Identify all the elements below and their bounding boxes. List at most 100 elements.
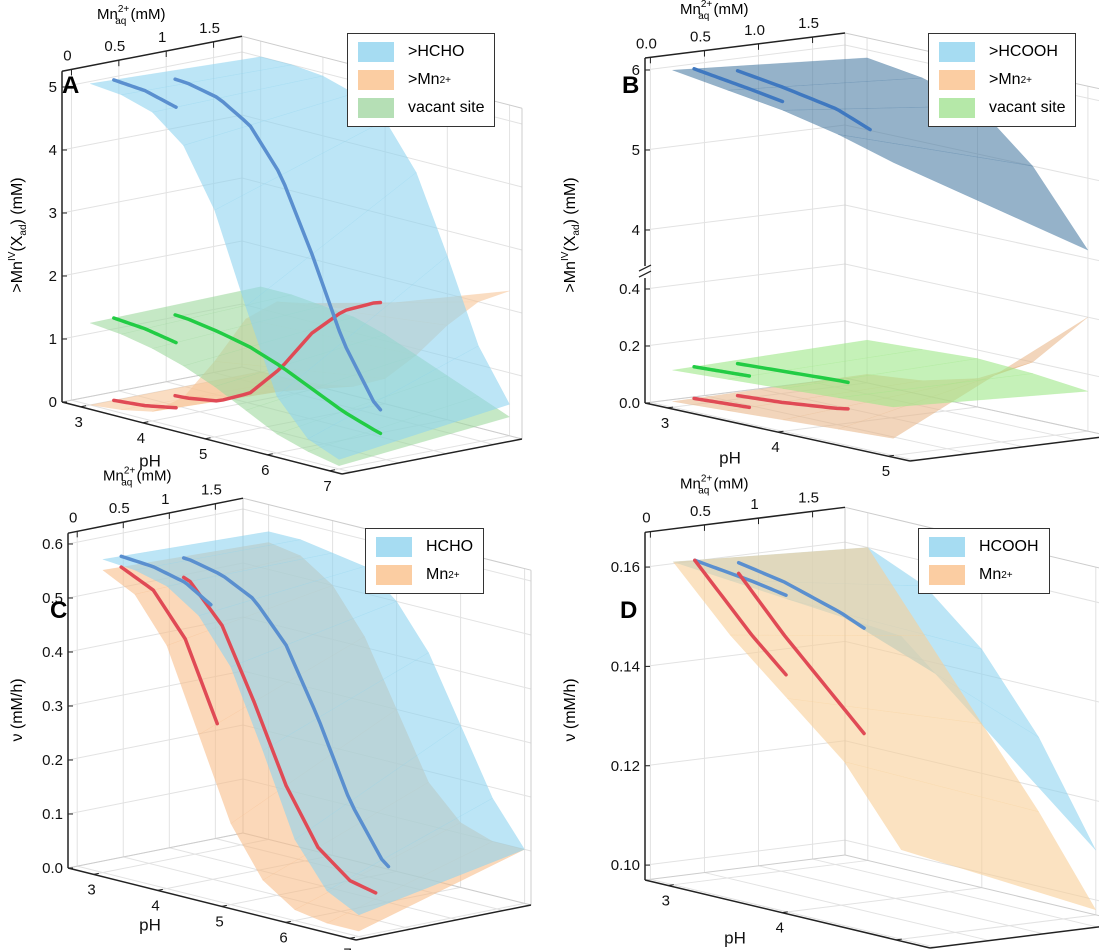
ph-tick xyxy=(157,888,163,891)
gridline xyxy=(844,263,1099,321)
mn-axis-label: Mn2+ aq (mM) xyxy=(680,0,749,22)
y-tick-label: 2 xyxy=(49,268,57,285)
ph-tick-label: 7 xyxy=(343,945,351,950)
ph-tick xyxy=(221,904,227,907)
series-line xyxy=(692,396,752,410)
mn-label-sup: 2+ xyxy=(118,4,130,15)
series-line xyxy=(692,365,752,378)
legend-entry: >HCHO xyxy=(358,38,484,66)
surface-2 xyxy=(90,56,510,460)
surface-1 xyxy=(672,339,1088,408)
surface-1 xyxy=(102,531,525,916)
legend-label-sup: 2+ xyxy=(1001,569,1013,581)
legend-entry: >HCOOH xyxy=(939,38,1065,66)
ph-tick xyxy=(80,405,87,408)
y-label-mid: (X xyxy=(9,235,26,251)
ph-tick-label: 3 xyxy=(662,892,670,909)
ph-tick xyxy=(205,437,211,440)
ph-tick-label: 5 xyxy=(215,913,223,930)
legend-swatch xyxy=(939,42,975,62)
legend-swatch xyxy=(939,98,975,118)
ph-tick xyxy=(267,453,273,456)
ph-tick-label: 5 xyxy=(890,947,898,950)
ph-tick xyxy=(777,430,784,433)
series-line xyxy=(736,560,866,630)
legend-entry: >Mn 2+ xyxy=(358,66,484,94)
box-edge xyxy=(644,854,846,881)
panel-C: 0.00.10.20.30.40.50.63456700.511.5pHMn2+… xyxy=(9,466,532,950)
surface-2 xyxy=(672,57,1089,251)
ph-axis xyxy=(61,401,343,475)
series-line xyxy=(181,556,391,869)
box-edge xyxy=(341,438,523,475)
ph-tick xyxy=(667,406,674,409)
mn-tick-label: 0.0 xyxy=(636,35,657,52)
panel-label: A xyxy=(62,72,80,99)
y-tick-label: 0.12 xyxy=(611,758,640,775)
mn-tick-label: 1.5 xyxy=(199,20,220,37)
surface-patch xyxy=(843,761,1097,911)
gridline xyxy=(644,740,846,767)
y-tick-label: 0.16 xyxy=(611,559,640,576)
legend-label: Mn xyxy=(426,566,449,583)
mn-tick-label: 1 xyxy=(750,496,758,513)
mn-tick-label: 1 xyxy=(158,29,166,46)
y-tick-label: 4 xyxy=(49,142,57,159)
series-line xyxy=(112,78,178,109)
mn-label-text: Mn xyxy=(680,1,701,18)
mn-axis-label: Mn2+ aq (mM) xyxy=(103,466,172,489)
ph-axis-label: pH xyxy=(139,452,161,471)
series-line xyxy=(173,313,383,436)
mn-tick-label: 0 xyxy=(63,47,71,64)
mn-label-suffix: (mM) xyxy=(709,1,748,18)
ph-tick-label: 5 xyxy=(882,463,890,480)
legend-label-sup: 2+ xyxy=(448,569,460,581)
mn-tick-label: 1.0 xyxy=(744,22,765,39)
y-axis-label: ν (mM/h) xyxy=(562,678,579,741)
ph-tick xyxy=(887,454,894,457)
y-axis-label: ν (mM/h) xyxy=(9,678,26,741)
series-line xyxy=(181,575,378,895)
gridline xyxy=(67,778,244,815)
gridline xyxy=(67,508,244,545)
legend-entry: Mn 2+ xyxy=(929,561,1039,589)
series-line xyxy=(173,77,383,412)
series-line xyxy=(119,554,213,607)
ph-tick-label: 6 xyxy=(279,929,287,946)
surface-patch xyxy=(326,797,525,916)
ph-tick-label: 4 xyxy=(771,439,779,456)
y-label-mid: (X xyxy=(562,235,579,251)
gridline xyxy=(644,204,846,231)
mn-label-sub: aq xyxy=(115,16,126,27)
ph-tick xyxy=(667,884,674,886)
series-line xyxy=(735,393,850,411)
y-axis-label: >MnIV(Xad) (mM) xyxy=(560,177,582,292)
ph-tick-label: 3 xyxy=(74,414,82,431)
legend-label: HCHO xyxy=(426,538,474,555)
mn-tick-label: 0.5 xyxy=(690,503,711,520)
legend: HCHO Mn 2+ xyxy=(365,528,485,594)
mn-tick-label: 1.5 xyxy=(798,15,819,32)
y-label-text: ν (mM/h) xyxy=(562,678,579,741)
legend-label: >Mn xyxy=(408,71,440,88)
y-label-sup: IV xyxy=(7,251,18,261)
gridline xyxy=(644,839,846,866)
gridline xyxy=(895,914,1096,941)
gridline xyxy=(644,263,846,290)
y-tick-label: 5 xyxy=(49,79,57,96)
ph-tick xyxy=(142,421,149,424)
y-label-text: >Mn xyxy=(9,261,26,293)
y-label-suffix: ) (mM) xyxy=(9,177,26,224)
ph-tick-label: 6 xyxy=(261,462,269,479)
series-line xyxy=(736,571,866,736)
y-label-suffix: ) (mM) xyxy=(562,177,579,224)
legend-swatch xyxy=(358,98,394,118)
panel-label: C xyxy=(50,597,68,624)
y-tick-label: 0.10 xyxy=(611,857,640,874)
box-edge xyxy=(929,926,1099,949)
surface-patch xyxy=(838,134,1089,251)
y-tick-label: 6 xyxy=(632,62,640,79)
